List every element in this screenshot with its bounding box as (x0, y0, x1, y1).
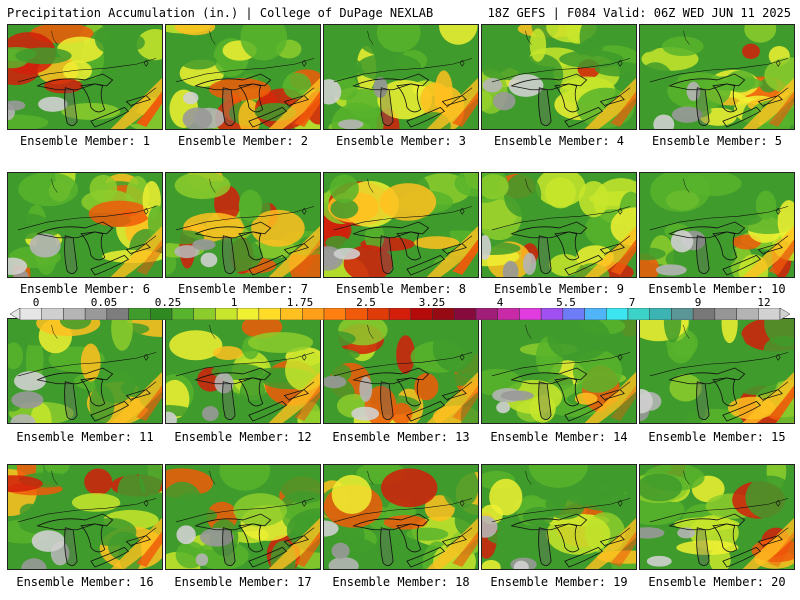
ensemble-map (7, 24, 163, 130)
member-label: Ensemble Member: 9 (493, 282, 625, 296)
member-label: Ensemble Member: 3 (335, 134, 467, 148)
ensemble-map (7, 172, 163, 278)
colorbar-tick-label: 12 (757, 296, 771, 309)
member-label: Ensemble Member: 17 (174, 575, 312, 589)
member-label: Ensemble Member: 5 (651, 134, 783, 148)
colorbar-tick-label: 5.5 (556, 296, 576, 309)
ensemble-map (481, 464, 637, 570)
member-label: Ensemble Member: 11 (16, 430, 154, 444)
chart-title: Precipitation Accumulation (in.) | Colle… (7, 6, 434, 20)
ensemble-map (481, 172, 637, 278)
member-label: Ensemble Member: 7 (177, 282, 309, 296)
colorbar-tick-label: 3.25 (418, 296, 446, 309)
ensemble-map (481, 318, 637, 424)
member-label: Ensemble Member: 8 (335, 282, 467, 296)
ensemble-map (323, 318, 479, 424)
ensemble-map (165, 318, 321, 424)
colorbar-tick-label: 1 (230, 296, 238, 309)
colorbar-tick-label: 2.5 (356, 296, 376, 309)
colorbar-tick-label: 9 (694, 296, 702, 309)
member-label: Ensemble Member: 20 (648, 575, 786, 589)
member-label: Ensemble Member: 4 (493, 134, 625, 148)
colorbar-tick-label: 4 (496, 296, 504, 309)
member-label: Ensemble Member: 2 (177, 134, 309, 148)
ensemble-map (7, 318, 163, 424)
ensemble-map (481, 24, 637, 130)
ensemble-map (639, 172, 795, 278)
ensemble-map (7, 464, 163, 570)
member-label: Ensemble Member: 1 (19, 134, 151, 148)
member-label: Ensemble Member: 16 (16, 575, 154, 589)
ensemble-map (639, 464, 795, 570)
member-label: Ensemble Member: 12 (174, 430, 312, 444)
colorbar-tick-label: 0.25 (154, 296, 182, 309)
member-label: Ensemble Member: 13 (332, 430, 470, 444)
colorbar-tick-label: 1.75 (286, 296, 314, 309)
ensemble-map (165, 464, 321, 570)
ensemble-map (323, 464, 479, 570)
member-label: Ensemble Member: 6 (19, 282, 151, 296)
run-info: 18Z GEFS | F084 Valid: 06Z WED JUN 11 20… (487, 6, 791, 20)
ensemble-map (323, 24, 479, 130)
colorbar-tick-label: 0.05 (90, 296, 118, 309)
member-label: Ensemble Member: 14 (490, 430, 628, 444)
member-label: Ensemble Member: 15 (648, 430, 786, 444)
member-label: Ensemble Member: 18 (332, 575, 470, 589)
colorbar-tick-label: 7 (628, 296, 636, 309)
ensemble-map (165, 172, 321, 278)
ensemble-map (639, 318, 795, 424)
ensemble-map (323, 172, 479, 278)
ensemble-map (165, 24, 321, 130)
colorbar (10, 308, 790, 320)
colorbar-tick-label: 0 (32, 296, 40, 309)
member-label: Ensemble Member: 10 (648, 282, 786, 296)
ensemble-map (639, 24, 795, 130)
member-label: Ensemble Member: 19 (490, 575, 628, 589)
